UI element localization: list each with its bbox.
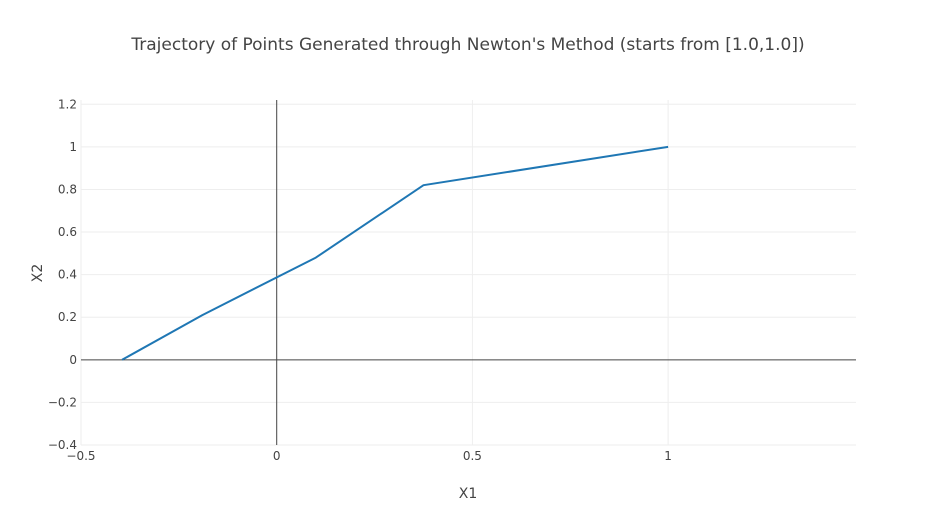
y-axis-ticks: −0.4 −0.2 0 0.2 0.4 0.6 0.8 1 1.2 <box>48 97 77 452</box>
y-tick-label: 0.4 <box>58 268 77 282</box>
x-tick-label: −0.5 <box>66 449 95 463</box>
x-axis-title: X1 <box>459 486 478 502</box>
trajectory-line <box>121 145 669 361</box>
y-tick-label: 0.6 <box>58 225 77 239</box>
y-axis-title: X2 <box>30 264 46 283</box>
trace-layer <box>121 145 669 361</box>
y-tick-label: −0.4 <box>48 438 77 452</box>
x-tick-label: 0 <box>273 449 281 463</box>
x-tick-label: 1 <box>664 449 672 463</box>
y-tick-label: 0 <box>69 353 77 367</box>
y-tick-label: −0.2 <box>48 395 77 409</box>
grid-layer <box>80 100 856 446</box>
y-tick-label: 1 <box>69 140 77 154</box>
x-tick-label: 0.5 <box>463 449 482 463</box>
y-tick-label: 0.2 <box>58 310 77 324</box>
chart-title: Trajectory of Points Generated through N… <box>130 35 804 55</box>
y-tick-label: 0.8 <box>58 182 77 196</box>
zero-lines <box>81 100 856 445</box>
y-tick-label: 1.2 <box>58 97 77 111</box>
x-axis-ticks: −0.5 0 0.5 1 <box>66 449 672 463</box>
